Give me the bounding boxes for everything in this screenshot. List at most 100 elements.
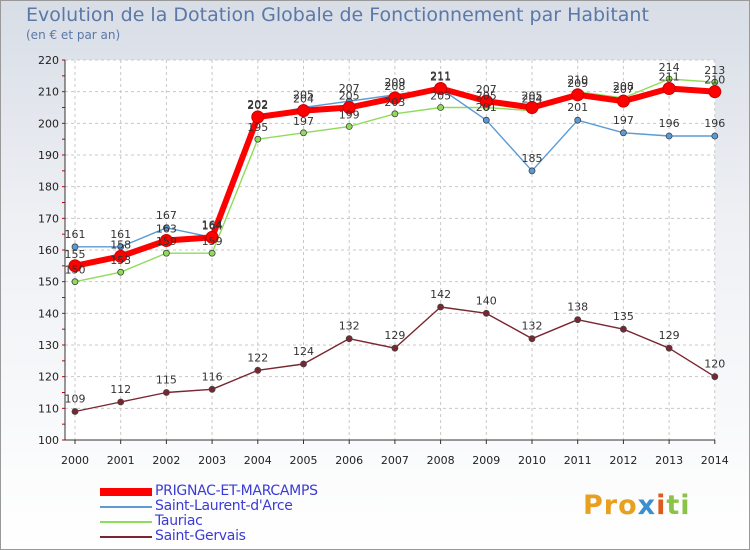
data-point	[205, 230, 219, 244]
data-label: 196	[659, 117, 680, 130]
x-tick-label: 2010	[518, 454, 546, 467]
data-label: 132	[522, 320, 543, 333]
data-label: 159	[202, 235, 223, 248]
legend-label: Tauriac	[155, 513, 203, 529]
data-point	[391, 110, 399, 118]
data-point	[208, 385, 216, 393]
data-point	[665, 344, 673, 352]
x-tick-label: 2006	[335, 454, 363, 467]
data-point	[345, 123, 353, 130]
data-label: 205	[339, 90, 360, 103]
x-tick-label: 2004	[244, 454, 272, 467]
data-point	[117, 243, 125, 251]
data-point	[162, 249, 170, 257]
data-point	[574, 116, 582, 124]
data-label: 207	[339, 82, 360, 95]
series-layer	[68, 75, 722, 415]
data-point	[117, 398, 125, 406]
logo-part: ti	[666, 490, 691, 521]
data-label: 202	[247, 98, 268, 111]
x-tick-label: 2005	[290, 454, 318, 467]
data-point	[528, 335, 536, 343]
data-label: 207	[476, 83, 497, 96]
data-point	[711, 373, 719, 381]
data-label: 205	[293, 89, 314, 102]
data-label: 211	[430, 71, 451, 84]
data-label: 197	[293, 115, 314, 128]
x-tick-label: 2001	[107, 454, 135, 467]
data-label: 164	[202, 218, 223, 231]
y-tick-label: 100	[38, 434, 59, 447]
y-tick-label: 180	[38, 181, 59, 194]
data-label: 112	[110, 383, 131, 396]
data-label: 120	[704, 358, 725, 371]
data-point	[711, 132, 719, 140]
x-tick-label: 2013	[655, 454, 683, 467]
data-point	[571, 88, 585, 102]
x-tick-label: 2011	[564, 454, 592, 467]
data-point	[71, 278, 79, 286]
data-label: 161	[110, 228, 131, 241]
proxiti-logo: Proxiti	[583, 490, 691, 521]
data-label: 138	[567, 301, 588, 314]
data-point	[665, 132, 673, 140]
data-label: 208	[384, 80, 405, 93]
x-tick-label: 2008	[427, 454, 455, 467]
data-point	[208, 249, 216, 257]
data-label: 109	[65, 393, 86, 406]
data-label: 142	[430, 288, 451, 301]
data-point	[71, 243, 79, 251]
data-label: 210	[567, 74, 588, 87]
data-point	[391, 344, 399, 352]
data-point	[437, 104, 445, 111]
x-tick-label: 2000	[61, 454, 89, 467]
data-point	[574, 316, 582, 324]
data-label: 209	[384, 76, 405, 89]
legend-label: Saint-Gervais	[155, 528, 246, 544]
data-label: 205	[522, 90, 543, 103]
data-point	[297, 104, 310, 118]
data-label: 201	[567, 101, 588, 114]
data-point	[620, 129, 627, 137]
x-tick-label: 2007	[381, 454, 409, 467]
data-label: 214	[659, 61, 680, 74]
data-point	[482, 309, 490, 317]
x-tick-label: 2009	[472, 454, 500, 467]
y-tick-label: 130	[38, 339, 59, 352]
legend-item: Saint-Gervais	[100, 529, 400, 544]
y-tick-label: 140	[38, 307, 59, 320]
data-label: 129	[659, 329, 680, 342]
data-label: 202	[247, 99, 268, 112]
data-label: 185	[522, 152, 543, 165]
data-label: 213	[704, 64, 725, 77]
legend-swatch	[100, 536, 152, 538]
data-label: 205	[476, 90, 497, 103]
data-label: 203	[384, 96, 405, 109]
x-tick-label: 2002	[152, 454, 180, 467]
data-label: 150	[65, 264, 86, 277]
data-point	[342, 101, 356, 114]
data-point	[479, 94, 493, 108]
data-point	[162, 224, 170, 232]
y-tick-label: 200	[38, 117, 59, 130]
data-label: 205	[430, 90, 451, 103]
logo-part: Pro	[583, 490, 638, 521]
line-chart: 100 110 120 130 140 150 160 170 180 190 200 210 220 2…	[38, 54, 729, 467]
data-label: 204	[522, 93, 543, 106]
data-label: 197	[613, 114, 634, 127]
data-point	[300, 129, 307, 137]
data-point	[300, 360, 307, 368]
data-point	[525, 101, 539, 114]
y-tick-label: 190	[38, 149, 59, 162]
data-point	[159, 234, 173, 247]
data-label: 159	[156, 235, 177, 248]
data-point	[254, 135, 262, 143]
logo-part: x	[637, 490, 657, 521]
data-label: 140	[476, 294, 497, 307]
x-tick-label: 2012	[609, 454, 637, 467]
data-label: 115	[156, 374, 177, 387]
logo-part: i	[656, 490, 667, 521]
data-label: 211	[659, 71, 680, 84]
data-label: 204	[293, 93, 314, 106]
data-point	[616, 94, 630, 108]
